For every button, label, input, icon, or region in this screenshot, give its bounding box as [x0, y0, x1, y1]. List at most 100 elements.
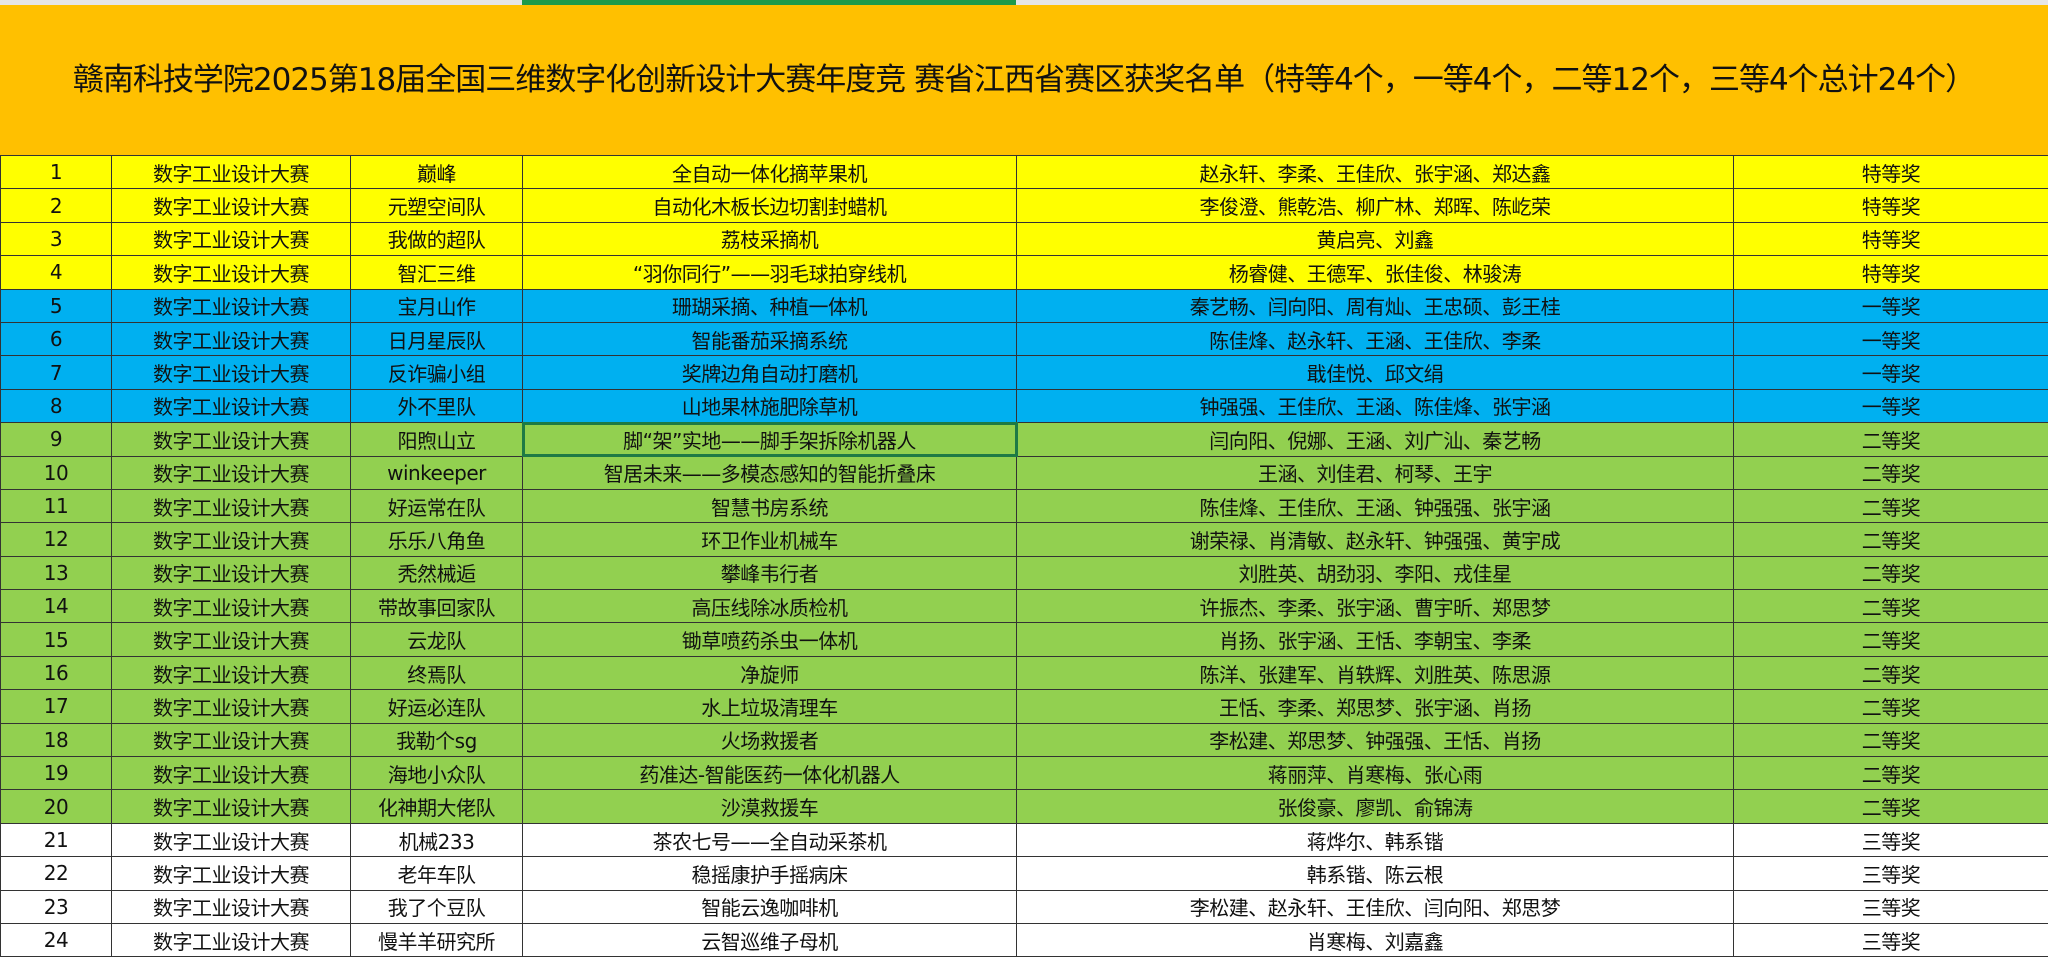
- cell-number[interactable]: 19: [0, 756, 112, 791]
- cell-track[interactable]: 数字工业设计大赛: [111, 655, 351, 691]
- cell-number[interactable]: 4: [0, 255, 112, 290]
- cell-track[interactable]: 数字工业设计大赛: [111, 288, 351, 323]
- cell-members[interactable]: 钟强强、王佳欣、王涵、陈佳烽、张宇涵: [1016, 388, 1734, 424]
- cell-team[interactable]: 好运常在队: [350, 488, 523, 524]
- cell-award[interactable]: 特等奖: [1733, 188, 2048, 223]
- cell-members[interactable]: 闫向阳、倪娜、王涵、刘广汕、秦艺畅: [1016, 422, 1734, 457]
- cell-members[interactable]: 王恬、李柔、郑思梦、张宇涵、肖扬: [1016, 689, 1734, 724]
- cell-team[interactable]: 老年车队: [350, 856, 523, 891]
- cell-track[interactable]: 数字工业设计大赛: [111, 221, 351, 257]
- cell-number[interactable]: 1: [0, 154, 112, 190]
- cell-number[interactable]: 11: [0, 488, 112, 524]
- cell-members[interactable]: 韩系锴、陈云根: [1016, 856, 1734, 891]
- cell-award[interactable]: 三等奖: [1733, 922, 2048, 958]
- cell-project[interactable]: 稳摇康护手摇病床: [522, 856, 1017, 891]
- cell-award[interactable]: 三等奖: [1733, 822, 2048, 858]
- cell-track[interactable]: 数字工业设计大赛: [111, 488, 351, 524]
- cell-number[interactable]: 17: [0, 689, 112, 724]
- cell-award[interactable]: 一等奖: [1733, 355, 2048, 390]
- cell-project[interactable]: 荔枝采摘机: [522, 221, 1017, 257]
- cell-award[interactable]: 二等奖: [1733, 689, 2048, 724]
- cell-members[interactable]: 王涵、刘佳君、柯琴、王宇: [1016, 455, 1734, 490]
- cell-team[interactable]: 巅峰: [350, 154, 523, 190]
- cell-team[interactable]: 反诈骗小组: [350, 355, 523, 390]
- cell-number[interactable]: 10: [0, 455, 112, 490]
- cell-members[interactable]: 陈洋、张建军、肖轶辉、刘胜英、陈思源: [1016, 655, 1734, 691]
- cell-number[interactable]: 15: [0, 622, 112, 657]
- cell-project[interactable]: 智慧书房系统: [522, 488, 1017, 524]
- cell-number[interactable]: 18: [0, 722, 112, 758]
- cell-members[interactable]: 李松建、赵永轩、王佳欣、闫向阳、郑思梦: [1016, 889, 1734, 924]
- cell-award[interactable]: 二等奖: [1733, 555, 2048, 591]
- cell-number[interactable]: 24: [0, 922, 112, 958]
- cell-number[interactable]: 8: [0, 388, 112, 424]
- cell-project[interactable]: 珊瑚采摘、种植一体机: [522, 288, 1017, 323]
- cell-members[interactable]: 蒋烨尔、韩系锴: [1016, 822, 1734, 858]
- cell-members[interactable]: 陈佳烽、王佳欣、王涵、钟强强、张宇涵: [1016, 488, 1734, 524]
- cell-track[interactable]: 数字工业设计大赛: [111, 355, 351, 390]
- cell-project[interactable]: 攀峰韦行者: [522, 555, 1017, 591]
- cell-track[interactable]: 数字工业设计大赛: [111, 889, 351, 924]
- cell-award[interactable]: 一等奖: [1733, 288, 2048, 323]
- cell-team[interactable]: 化神期大佬队: [350, 789, 523, 824]
- cell-project[interactable]: 净旋师: [522, 655, 1017, 691]
- cell-members[interactable]: 赵永轩、李柔、王佳欣、张宇涵、郑达鑫: [1016, 154, 1734, 190]
- cell-project[interactable]: 沙漠救援车: [522, 789, 1017, 824]
- cell-track[interactable]: 数字工业设计大赛: [111, 522, 351, 557]
- cell-project[interactable]: 脚“架”实地——脚手架拆除机器人: [521, 421, 1018, 458]
- cell-members[interactable]: 戢佳悦、邱文绢: [1016, 355, 1734, 390]
- cell-award[interactable]: 二等奖: [1733, 655, 2048, 691]
- cell-project[interactable]: 智居未来——多模态感知的智能折叠床: [522, 455, 1017, 490]
- cell-track[interactable]: 数字工业设计大赛: [111, 856, 351, 891]
- cell-project[interactable]: 茶农七号——全自动采茶机: [522, 822, 1017, 858]
- cell-members[interactable]: 肖扬、张宇涵、王恬、李朝宝、李柔: [1016, 622, 1734, 657]
- cell-project[interactable]: 智能云逸咖啡机: [522, 889, 1017, 924]
- cell-track[interactable]: 数字工业设计大赛: [111, 622, 351, 657]
- cell-team[interactable]: 带故事回家队: [350, 589, 523, 624]
- cell-project[interactable]: 云智巡维子母机: [522, 922, 1017, 958]
- cell-award[interactable]: 三等奖: [1733, 889, 2048, 924]
- cell-track[interactable]: 数字工业设计大赛: [111, 922, 351, 958]
- cell-members[interactable]: 张俊豪、廖凯、俞锦涛: [1016, 789, 1734, 824]
- cell-team[interactable]: 智汇三维: [350, 255, 523, 290]
- cell-number[interactable]: 13: [0, 555, 112, 591]
- cell-team[interactable]: 我了个豆队: [350, 889, 523, 924]
- cell-team[interactable]: 宝月山作: [350, 288, 523, 323]
- cell-team[interactable]: 慢羊羊研究所: [350, 922, 523, 958]
- cell-track[interactable]: 数字工业设计大赛: [111, 388, 351, 424]
- cell-project[interactable]: 锄草喷药杀虫一体机: [522, 622, 1017, 657]
- cell-members[interactable]: 肖寒梅、刘嘉鑫: [1016, 922, 1734, 958]
- cell-members[interactable]: 陈佳烽、赵永轩、王涵、王佳欣、李柔: [1016, 321, 1734, 357]
- cell-team[interactable]: 秃然械逅: [350, 555, 523, 591]
- cell-members[interactable]: 谢荣禄、肖清敏、赵永轩、钟强强、黄宇成: [1016, 522, 1734, 557]
- cell-number[interactable]: 5: [0, 288, 112, 323]
- cell-project[interactable]: 全自动一体化摘苹果机: [522, 154, 1017, 190]
- cell-members[interactable]: 刘胜英、胡劲羽、李阳、戎佳星: [1016, 555, 1734, 591]
- cell-award[interactable]: 二等奖: [1733, 789, 2048, 824]
- cell-award[interactable]: 二等奖: [1733, 589, 2048, 624]
- cell-members[interactable]: 黄启亮、刘鑫: [1016, 221, 1734, 257]
- cell-project[interactable]: 高压线除冰质检机: [522, 589, 1017, 624]
- cell-members[interactable]: 杨睿健、王德军、张佳俊、林骏涛: [1016, 255, 1734, 290]
- cell-number[interactable]: 23: [0, 889, 112, 924]
- cell-team[interactable]: 海地小众队: [350, 756, 523, 791]
- cell-team[interactable]: winkeeper: [350, 455, 523, 490]
- cell-award[interactable]: 一等奖: [1733, 388, 2048, 424]
- cell-track[interactable]: 数字工业设计大赛: [111, 255, 351, 290]
- cell-number[interactable]: 7: [0, 355, 112, 390]
- cell-team[interactable]: 云龙队: [350, 622, 523, 657]
- cell-award[interactable]: 三等奖: [1733, 856, 2048, 891]
- cell-award[interactable]: 二等奖: [1733, 622, 2048, 657]
- cell-project[interactable]: 智能番茄采摘系统: [522, 321, 1017, 357]
- cell-team[interactable]: 终焉队: [350, 655, 523, 691]
- cell-members[interactable]: 秦艺畅、闫向阳、周有灿、王忠硕、彭王桂: [1016, 288, 1734, 323]
- cell-number[interactable]: 6: [0, 321, 112, 357]
- cell-track[interactable]: 数字工业设计大赛: [111, 555, 351, 591]
- cell-team[interactable]: 我做的超队: [350, 221, 523, 257]
- cell-award[interactable]: 二等奖: [1733, 756, 2048, 791]
- cell-project[interactable]: 药准达-智能医药一体化机器人: [522, 756, 1017, 791]
- cell-project[interactable]: 奖牌边角自动打磨机: [522, 355, 1017, 390]
- cell-members[interactable]: 李俊澄、熊乾浩、柳广林、郑晖、陈屹荣: [1016, 188, 1734, 223]
- cell-award[interactable]: 二等奖: [1733, 722, 2048, 758]
- cell-number[interactable]: 22: [0, 856, 112, 891]
